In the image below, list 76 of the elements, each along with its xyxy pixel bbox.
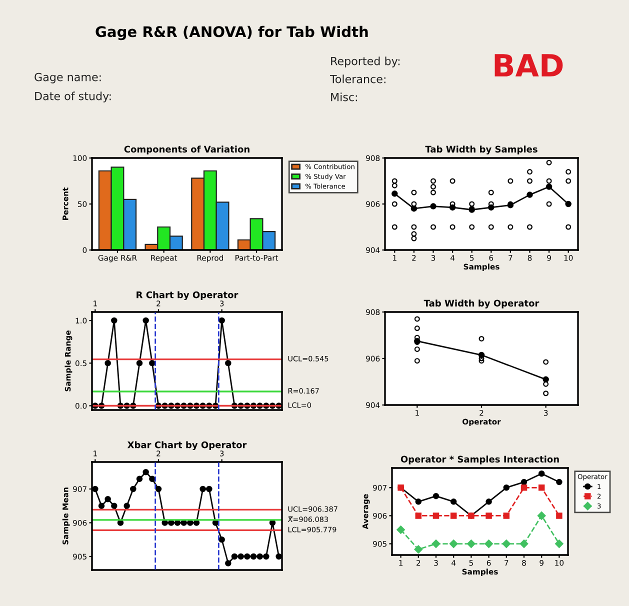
point	[503, 512, 510, 519]
point	[449, 540, 458, 548]
point	[250, 553, 257, 560]
point	[231, 553, 238, 560]
point	[225, 360, 232, 366]
point	[484, 540, 493, 548]
point	[130, 486, 136, 492]
chart-title: Tab Width by Samples	[425, 146, 538, 154]
text: Misc:	[331, 92, 358, 102]
point	[478, 352, 485, 358]
point	[467, 540, 476, 548]
point	[218, 536, 225, 543]
point	[124, 502, 130, 509]
point	[111, 502, 118, 509]
point	[538, 484, 545, 491]
point	[92, 486, 98, 492]
point	[149, 476, 156, 482]
point	[432, 492, 440, 500]
point	[430, 203, 436, 210]
point	[502, 540, 511, 548]
point	[136, 360, 143, 366]
point	[520, 484, 528, 491]
point	[111, 317, 118, 324]
chart-title: Components of Variation	[124, 146, 250, 154]
point	[396, 526, 405, 534]
point	[556, 512, 562, 519]
point	[410, 205, 418, 212]
point	[432, 540, 440, 548]
point	[225, 560, 232, 566]
point	[538, 470, 545, 477]
point	[256, 553, 263, 560]
point	[263, 553, 270, 560]
point	[415, 512, 422, 519]
text: Reported by:	[331, 56, 400, 68]
text: Gage name:	[34, 72, 101, 84]
point	[432, 512, 440, 519]
text: Date of study:	[35, 92, 111, 102]
point	[200, 486, 206, 492]
point	[414, 545, 423, 554]
point	[142, 469, 149, 476]
text: Tolerance:	[330, 74, 386, 84]
point	[546, 184, 552, 190]
chart-title: Operator * Samples Interaction	[400, 456, 559, 464]
point	[136, 476, 143, 482]
point	[537, 512, 546, 520]
point	[98, 502, 105, 509]
point	[415, 498, 422, 505]
point	[276, 553, 282, 560]
point	[526, 192, 533, 198]
point	[486, 498, 492, 505]
point	[503, 484, 510, 491]
point	[555, 540, 564, 548]
point	[142, 317, 149, 324]
point	[488, 204, 494, 211]
point	[520, 540, 528, 548]
point	[392, 190, 398, 197]
point	[449, 204, 456, 211]
point	[450, 498, 457, 505]
text: Gage R&R (ANOVA) for Tab Width	[96, 26, 368, 40]
point	[486, 512, 492, 519]
point	[206, 486, 212, 492]
point	[244, 553, 250, 560]
point	[238, 553, 244, 560]
text: BAD	[494, 54, 563, 76]
point	[556, 478, 562, 486]
point	[565, 200, 572, 208]
point	[450, 512, 457, 519]
chart-title: R Chart by Operator	[136, 291, 238, 300]
point	[520, 478, 528, 486]
point	[218, 317, 225, 324]
point	[104, 360, 111, 366]
chart-title: Tab Width by Operator	[424, 300, 540, 308]
chart-title: Xbar Chart by Operator	[127, 441, 247, 450]
point	[155, 486, 162, 492]
point	[104, 496, 111, 502]
point	[149, 360, 156, 366]
